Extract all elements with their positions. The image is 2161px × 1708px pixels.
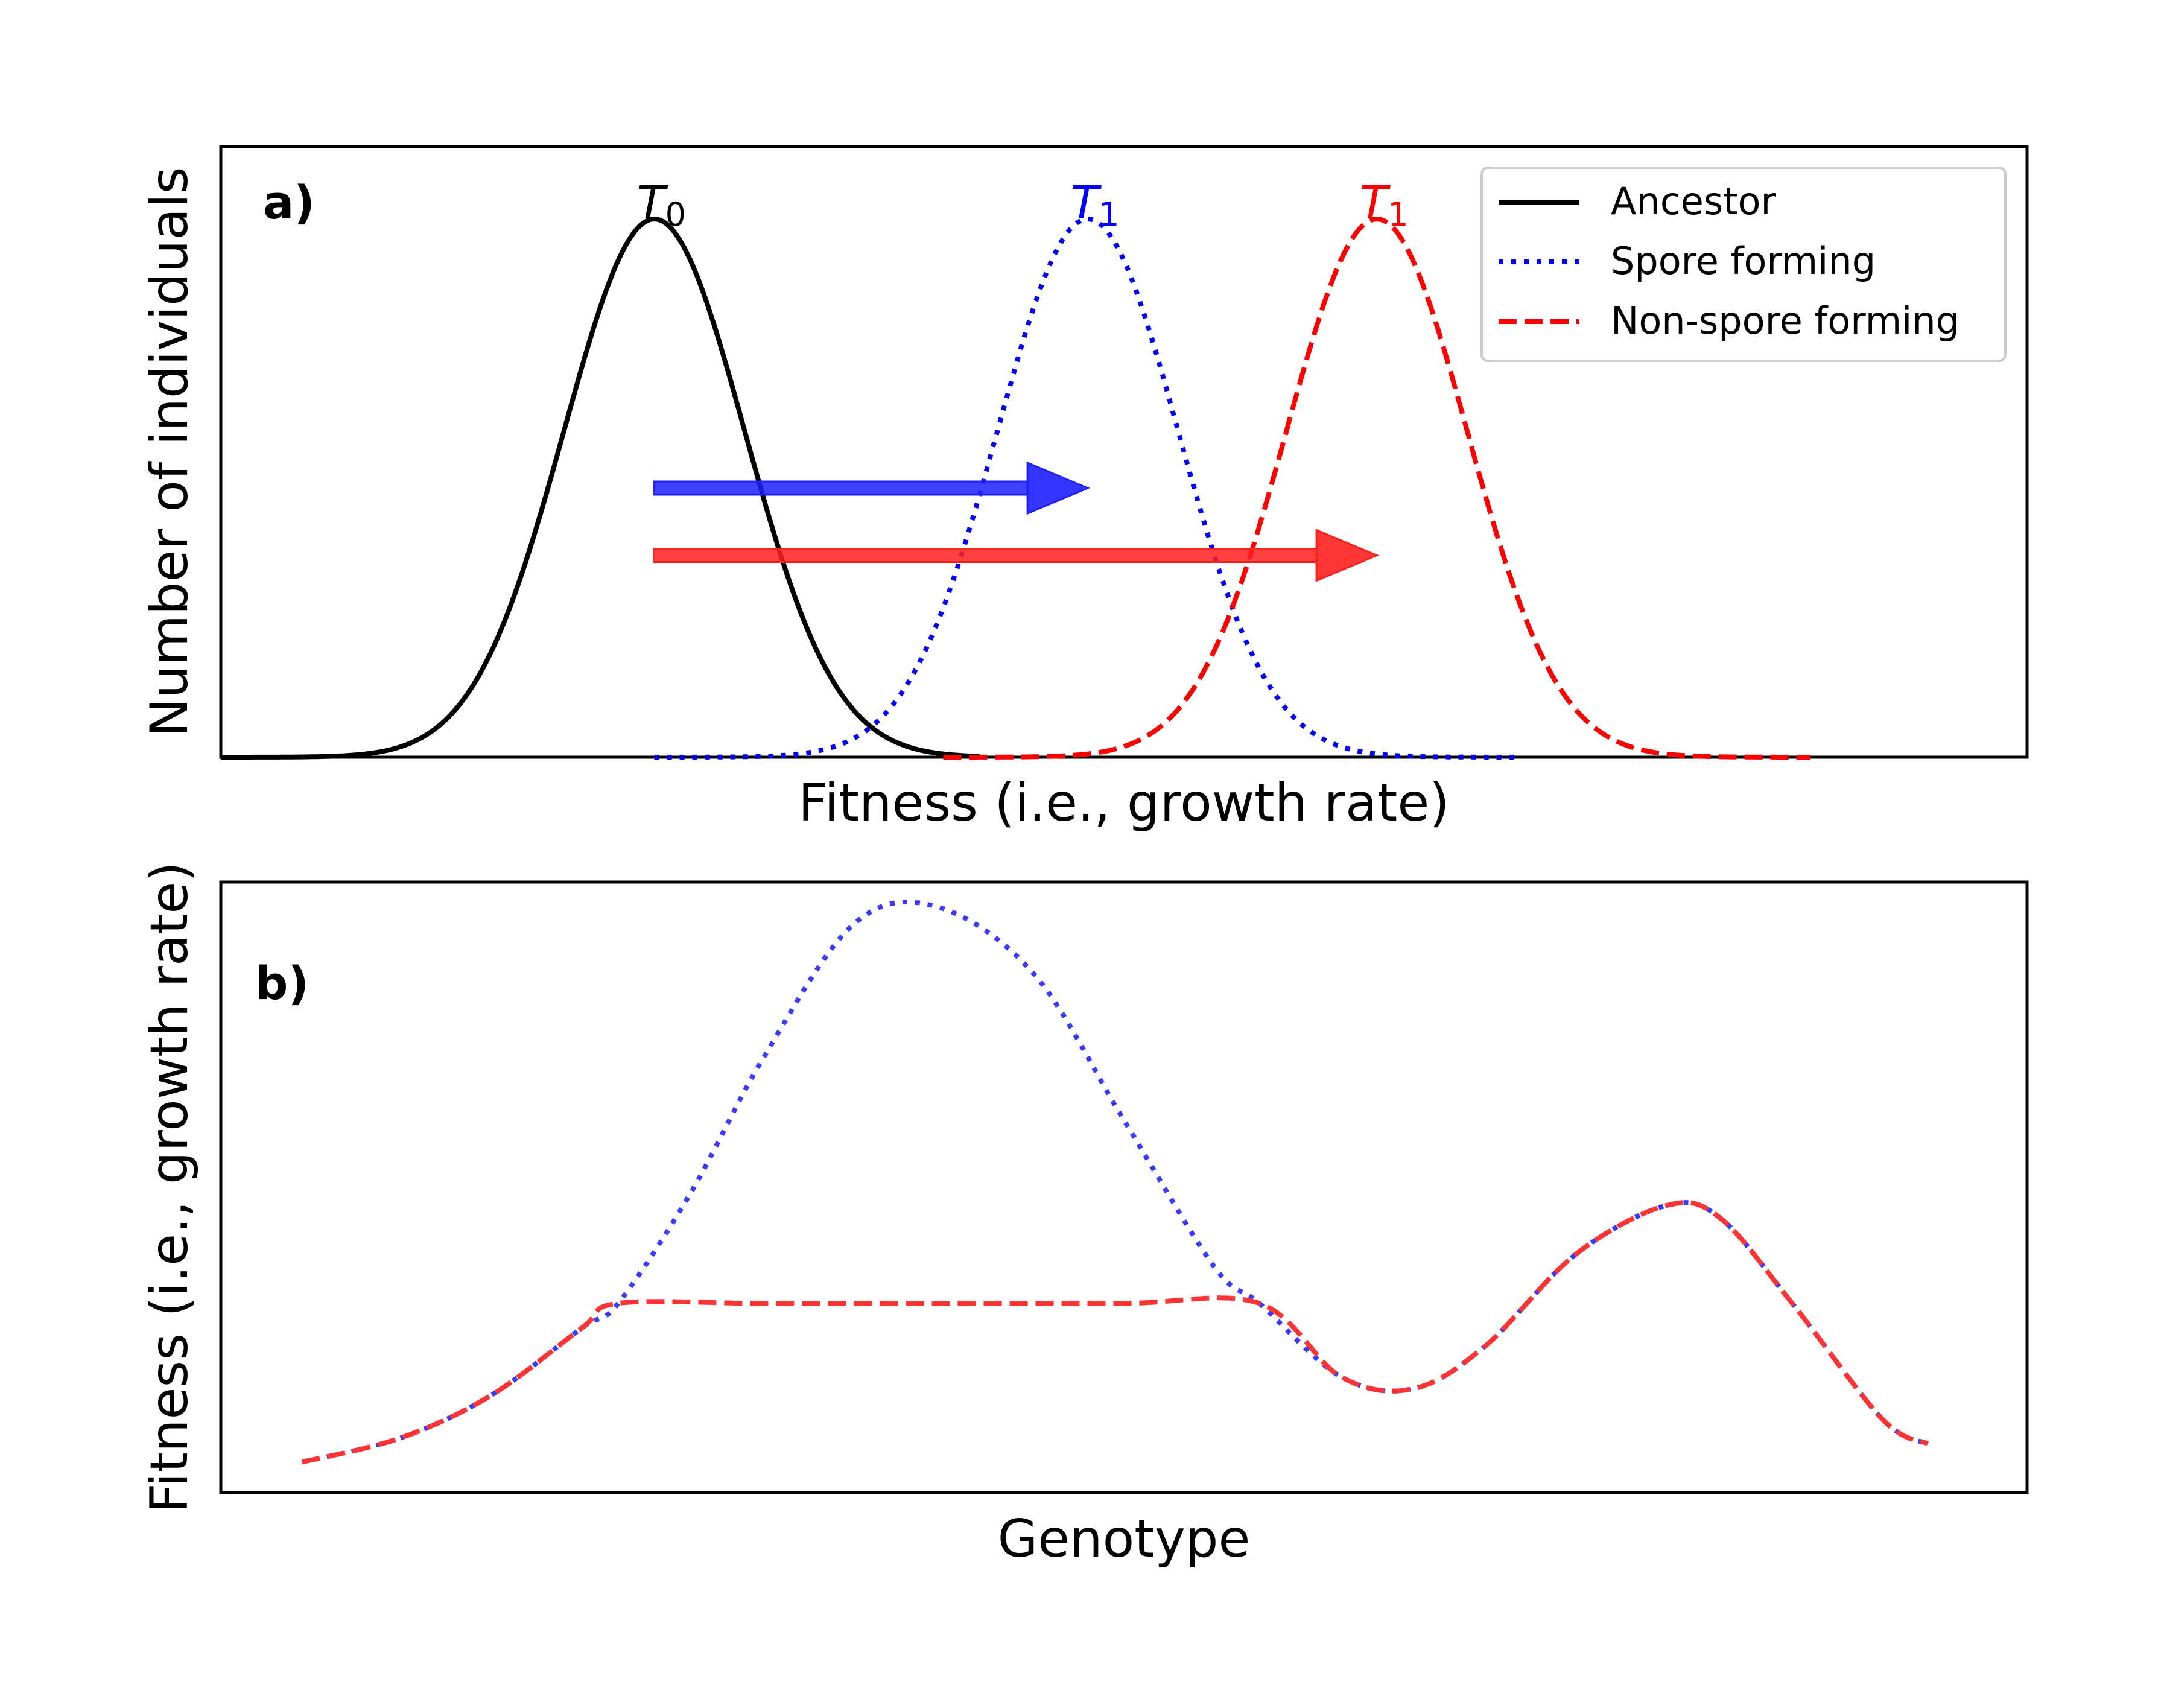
legend-label-non-spore-forming: Non-spore forming [1611, 299, 1959, 343]
legend-label-spore-forming: Spore forming [1611, 239, 1876, 283]
panel-b-frame [219, 880, 2029, 1494]
panel-a-y-axis-label: Number of individuals [139, 167, 200, 737]
panel-a-arrow-head-1 [1026, 461, 1090, 515]
panel-a-label: a) [263, 176, 315, 229]
panel-a-series-ancestor [221, 217, 980, 760]
panel-a-peak-label-3: T1 [1360, 176, 1409, 233]
legend-label-ancestor: Ancestor [1611, 179, 1776, 223]
panel-b: b) Genotype Fitness (i.e., growth rate) [139, 862, 2029, 1569]
panel-a-arrow-head-2 [1315, 529, 1380, 582]
panel-a-frame [219, 145, 2029, 759]
legend-box [1480, 167, 2007, 362]
panel-b-curves [301, 900, 1929, 1465]
panel-a: a) Fitness (i.e., growth rate) Number of… [139, 145, 2029, 833]
panel-a-curves [221, 217, 1810, 760]
panel-b-series-spore-forming [301, 900, 1929, 1465]
panel-b-series-non-spore-forming [301, 1200, 1929, 1465]
panel-b-x-axis-label: Genotype [998, 1509, 1251, 1569]
panel-a-arrow-shaft-1 [653, 480, 1029, 496]
panel-b-label: b) [255, 956, 309, 1010]
panel-a-peak-labels: T0 T1 T1 [637, 176, 1408, 233]
legend: Ancestor Spore forming Non-spore forming [1480, 167, 2007, 362]
panel-a-arrows [653, 461, 1380, 582]
panel-a-arrow-shaft-2 [653, 548, 1318, 563]
panel-b-y-axis-label: Fitness (i.e., growth rate) [139, 862, 200, 1513]
panel-a-series-non-spore-forming [943, 217, 1810, 760]
panel-a-peak-label-1: T0 [637, 176, 686, 233]
panel-a-peak-label-2: T1 [1071, 176, 1120, 233]
panel-a-x-axis-label: Fitness (i.e., growth rate) [798, 773, 1450, 833]
